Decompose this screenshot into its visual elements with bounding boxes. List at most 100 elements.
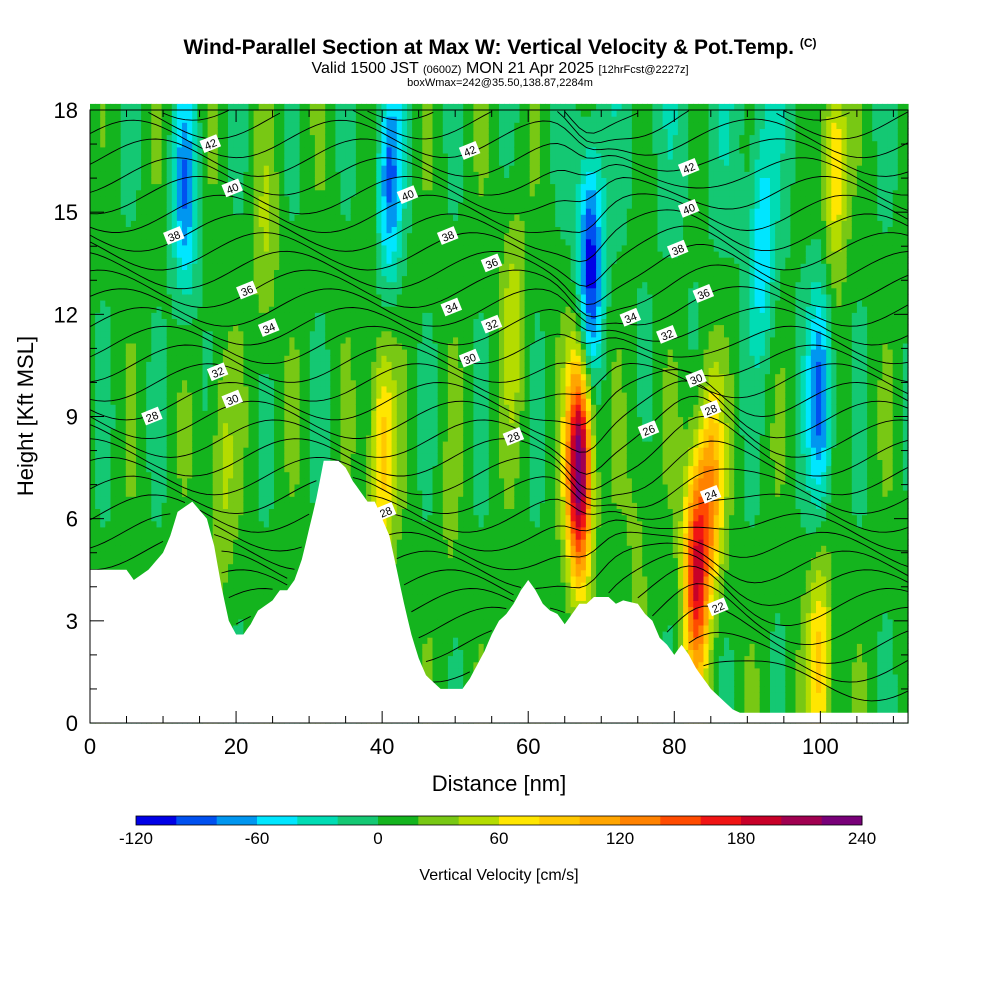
w-cell bbox=[284, 355, 290, 362]
w-cell bbox=[233, 300, 239, 307]
w-cell bbox=[171, 355, 178, 362]
w-cell bbox=[284, 122, 290, 129]
w-cell bbox=[233, 410, 239, 418]
w-cell bbox=[294, 202, 301, 209]
w-cell bbox=[146, 183, 152, 191]
w-cell bbox=[146, 263, 152, 270]
w-cell bbox=[294, 336, 301, 344]
w-cell bbox=[130, 281, 137, 289]
w-cell bbox=[320, 330, 326, 338]
w-cell bbox=[217, 244, 224, 252]
w-cell bbox=[320, 244, 326, 252]
w-cell bbox=[222, 342, 229, 350]
w-cell bbox=[228, 287, 234, 295]
w-cell bbox=[115, 116, 122, 123]
w-cell bbox=[212, 281, 219, 289]
w-cell bbox=[248, 502, 255, 509]
w-cell bbox=[130, 398, 137, 405]
w-cell bbox=[314, 257, 321, 264]
w-cell bbox=[125, 336, 132, 344]
w-cell bbox=[212, 116, 219, 123]
w-cell bbox=[299, 232, 306, 240]
w-cell bbox=[156, 189, 163, 197]
w-cell bbox=[320, 361, 326, 368]
w-cell bbox=[228, 257, 234, 264]
w-cell bbox=[141, 404, 147, 411]
w-cell bbox=[115, 189, 122, 197]
w-cell bbox=[294, 483, 301, 491]
w-cell bbox=[202, 177, 209, 185]
w-cell bbox=[130, 275, 137, 283]
w-cell bbox=[156, 226, 163, 234]
w-cell bbox=[228, 533, 234, 540]
w-cell bbox=[136, 459, 142, 467]
w-cell bbox=[207, 244, 214, 252]
w-cell bbox=[120, 214, 127, 221]
w-cell bbox=[263, 140, 270, 148]
w-cell bbox=[217, 342, 224, 350]
w-cell bbox=[233, 594, 239, 601]
w-cell bbox=[258, 490, 265, 497]
w-cell bbox=[151, 526, 157, 534]
w-cell bbox=[136, 146, 142, 154]
w-cell bbox=[243, 232, 250, 240]
w-cell bbox=[176, 361, 183, 368]
w-cell bbox=[161, 508, 168, 516]
w-cell bbox=[90, 152, 96, 160]
w-cell bbox=[304, 287, 311, 295]
w-cell bbox=[151, 103, 157, 111]
w-cell bbox=[115, 152, 122, 160]
w-cell bbox=[289, 293, 296, 301]
w-cell bbox=[187, 251, 193, 258]
w-cell bbox=[268, 551, 275, 559]
w-cell bbox=[105, 165, 111, 172]
w-cell bbox=[207, 238, 214, 246]
w-cell bbox=[161, 502, 168, 509]
w-cell bbox=[284, 312, 290, 319]
w-cell bbox=[222, 385, 229, 393]
w-cell bbox=[202, 336, 209, 344]
w-cell bbox=[335, 373, 342, 381]
w-cell bbox=[258, 281, 265, 289]
w-cell bbox=[289, 257, 296, 264]
w-cell bbox=[253, 214, 260, 221]
w-cell bbox=[279, 128, 285, 136]
w-cell bbox=[248, 539, 255, 546]
w-cell bbox=[274, 514, 280, 522]
w-cell bbox=[320, 392, 326, 399]
w-cell bbox=[110, 220, 117, 227]
w-cell bbox=[100, 502, 106, 509]
w-cell bbox=[110, 533, 117, 540]
w-cell bbox=[309, 483, 316, 491]
w-cell bbox=[279, 361, 285, 368]
w-cell bbox=[330, 146, 336, 154]
w-cell bbox=[141, 177, 147, 185]
w-cell bbox=[125, 128, 132, 136]
w-cell bbox=[161, 324, 168, 332]
w-cell bbox=[130, 159, 137, 166]
w-cell bbox=[100, 496, 106, 503]
w-cell bbox=[212, 238, 219, 246]
w-cell bbox=[248, 533, 255, 540]
w-cell bbox=[274, 293, 280, 301]
w-cell bbox=[238, 428, 244, 436]
w-cell bbox=[248, 189, 255, 197]
w-cell bbox=[212, 539, 219, 546]
w-cell bbox=[268, 128, 275, 136]
w-cell bbox=[182, 361, 188, 368]
w-cell bbox=[187, 220, 193, 227]
w-cell bbox=[212, 477, 219, 485]
w-cell bbox=[325, 373, 331, 381]
w-cell bbox=[238, 128, 244, 136]
w-cell bbox=[141, 520, 147, 528]
w-cell bbox=[182, 146, 188, 154]
w-cell bbox=[325, 257, 331, 264]
w-cell bbox=[228, 526, 234, 534]
w-cell bbox=[233, 355, 239, 362]
w-cell bbox=[289, 330, 296, 338]
w-cell bbox=[248, 244, 255, 252]
w-cell bbox=[187, 238, 193, 246]
w-cell bbox=[253, 177, 260, 185]
w-cell bbox=[105, 134, 111, 142]
w-cell bbox=[125, 269, 132, 277]
